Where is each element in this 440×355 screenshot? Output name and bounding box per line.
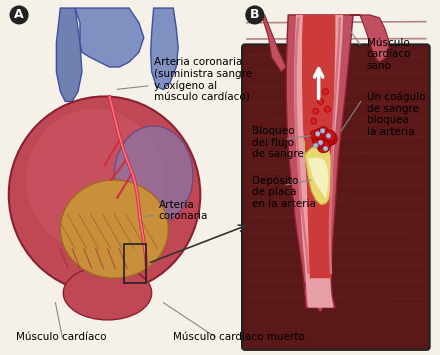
Circle shape: [315, 137, 326, 148]
Text: Bloqueo
del flujo
de sangre: Bloqueo del flujo de sangre: [252, 126, 304, 159]
Polygon shape: [302, 15, 335, 278]
Ellipse shape: [60, 180, 169, 278]
Circle shape: [311, 118, 317, 124]
Circle shape: [311, 137, 322, 148]
Polygon shape: [350, 15, 389, 62]
Circle shape: [318, 137, 330, 149]
Circle shape: [313, 108, 319, 114]
Text: Músculo cardíaco muerto: Músculo cardíaco muerto: [173, 332, 305, 342]
Polygon shape: [249, 15, 286, 72]
Circle shape: [10, 6, 28, 24]
Text: Un coágulo
de sangre
bloquea
la arteria: Un coágulo de sangre bloquea la arteria: [367, 92, 425, 137]
Circle shape: [323, 133, 331, 141]
FancyBboxPatch shape: [242, 44, 429, 350]
Circle shape: [325, 106, 330, 112]
Circle shape: [313, 143, 318, 148]
Circle shape: [326, 133, 337, 144]
Circle shape: [323, 139, 332, 148]
Ellipse shape: [114, 126, 193, 224]
Circle shape: [315, 131, 320, 136]
Circle shape: [324, 136, 335, 147]
Polygon shape: [75, 8, 144, 67]
Circle shape: [319, 127, 328, 137]
Circle shape: [310, 130, 320, 140]
Text: B: B: [250, 9, 260, 21]
Polygon shape: [294, 15, 343, 308]
Circle shape: [326, 133, 331, 138]
Polygon shape: [150, 8, 178, 89]
Circle shape: [315, 129, 324, 137]
Text: A: A: [14, 9, 24, 21]
Polygon shape: [304, 141, 331, 204]
Text: Músculo cardíaco: Músculo cardíaco: [16, 332, 106, 342]
Ellipse shape: [9, 97, 200, 293]
Ellipse shape: [63, 266, 152, 320]
Polygon shape: [56, 8, 82, 102]
Polygon shape: [308, 157, 329, 198]
Text: Arteria
coronaria: Arteria coronaria: [143, 200, 208, 221]
Circle shape: [318, 98, 323, 104]
Circle shape: [314, 133, 324, 144]
Text: Arteria coronaria
(suministra sangre
y oxígeno al
músculo cardíaco): Arteria coronaria (suministra sangre y o…: [117, 57, 252, 103]
Circle shape: [318, 140, 323, 145]
Circle shape: [323, 89, 329, 94]
Polygon shape: [304, 281, 323, 312]
Circle shape: [320, 127, 334, 141]
Circle shape: [246, 6, 264, 24]
Polygon shape: [286, 15, 353, 308]
Ellipse shape: [26, 109, 163, 251]
Text: Depósito
de placa
en la arteria: Depósito de placa en la arteria: [252, 175, 316, 209]
Circle shape: [323, 146, 328, 151]
Bar: [124, 244, 146, 283]
Circle shape: [320, 129, 325, 133]
Text: Músculo
cardíaco
sano: Músculo cardíaco sano: [367, 38, 411, 71]
